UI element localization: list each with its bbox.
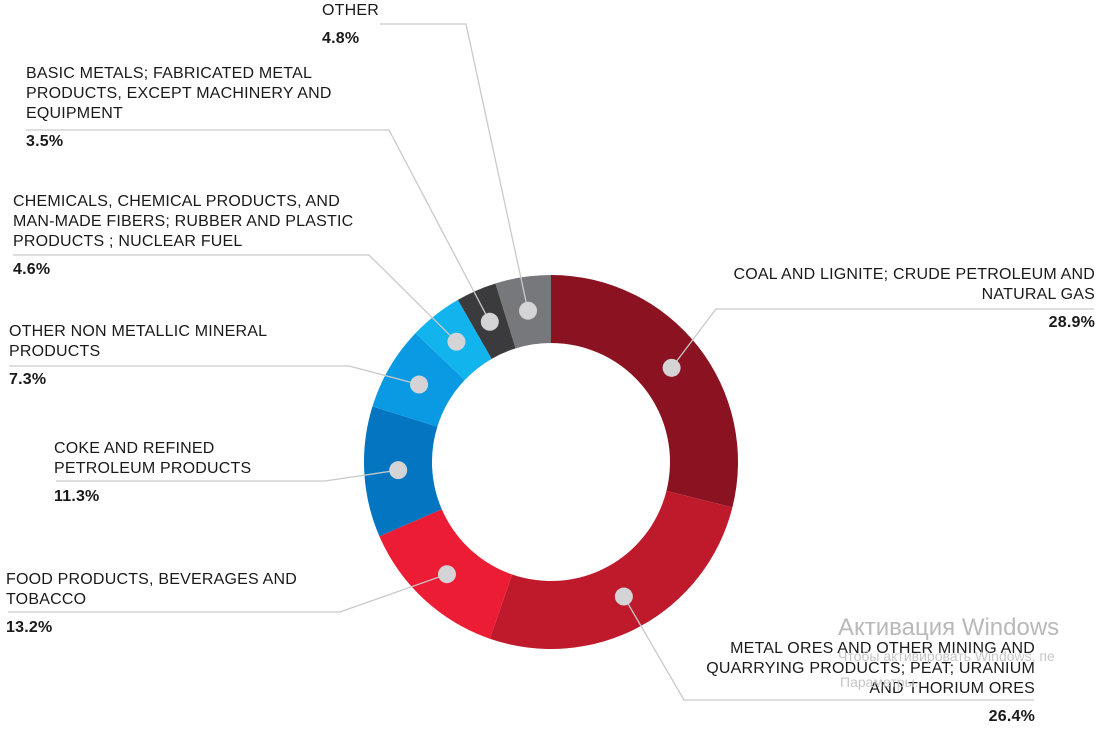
slice-marker-metal-ores [614,587,633,606]
windows-activation-watermark-line: Параметры. [840,674,919,690]
slice-value: 4.8% [322,30,360,47]
slice-name: COAL AND LIGNITE; CRUDE PETROLEUM AND NA… [733,266,1095,303]
slice-value: 4.6% [13,261,51,278]
slice-marker-chemicals [447,332,466,351]
slice-name: BASIC METALS; FABRICATED METAL PRODUCTS,… [26,65,332,122]
leader-lines [8,23,1094,701]
windows-activation-watermark-title: Активация Windows [838,614,1060,641]
slice-name: OTHER NON METALLIC MINERAL PRODUCTS [9,323,268,360]
slice-label-coke: COKE AND REFINED PETROLEUM PRODUCTS 11.3… [54,439,251,507]
leader-line-non-metallic [9,365,420,386]
slice-label-basic-metals: BASIC METALS; FABRICATED METAL PRODUCTS,… [26,64,332,152]
slice-value: 28.9% [1048,314,1095,331]
slice-marker-food [437,565,456,584]
slice-label-metal-ores: METAL ORES AND OTHER MINING AND QUARRYIN… [706,639,1035,727]
leader-line-basic-metals [26,129,491,323]
slice-marker-basic-metals [480,312,499,331]
slice-name: CHEMICALS, CHEMICAL PRODUCTS, AND MAN-MA… [13,193,354,250]
slice-marker-coal [662,358,681,377]
leader-line-chemicals [13,254,457,343]
slice-label-non-metallic: OTHER NON METALLIC MINERAL PRODUCTS 7.3% [9,322,267,390]
slice-markers [389,301,681,606]
slice-value: 13.2% [6,619,53,636]
slice-marker-non-metallic [410,375,429,394]
donut-slices [364,275,738,649]
slice-label-coal: COAL AND LIGNITE; CRUDE PETROLEUM AND NA… [733,265,1095,333]
slice-name: METAL ORES AND OTHER MINING AND QUARRYIN… [706,640,1035,697]
slice-label-food: FOOD PRODUCTS, BEVERAGES AND TOBACCO 13.… [6,570,297,638]
leader-line-coal [671,308,1094,369]
slice-name: FOOD PRODUCTS, BEVERAGES AND TOBACCO [6,571,297,608]
slice-name: COKE AND REFINED PETROLEUM PRODUCTS [54,440,252,477]
slice-value: 26.4% [988,708,1035,725]
slice-marker-coke [389,461,408,480]
slice-label-chemicals: CHEMICALS, CHEMICAL PRODUCTS, AND MAN-MA… [13,192,353,280]
slice-value: 11.3% [54,488,100,505]
slice-value: 3.5% [26,133,64,150]
slice-label-other: OTHER 4.8% [322,1,379,49]
leader-line-food [8,573,448,613]
windows-activation-watermark-line: Чтобы активировать Windows, пе [838,648,1055,664]
leader-line-other [380,23,529,311]
slice-metal-ores [489,490,733,649]
slice-coal [551,275,738,508]
slice-value: 7.3% [9,371,47,388]
slice-name: OTHER [322,2,379,19]
leader-line-coke [56,469,399,482]
slice-marker-other [519,301,538,320]
leader-line-metal-ores [623,596,1034,701]
